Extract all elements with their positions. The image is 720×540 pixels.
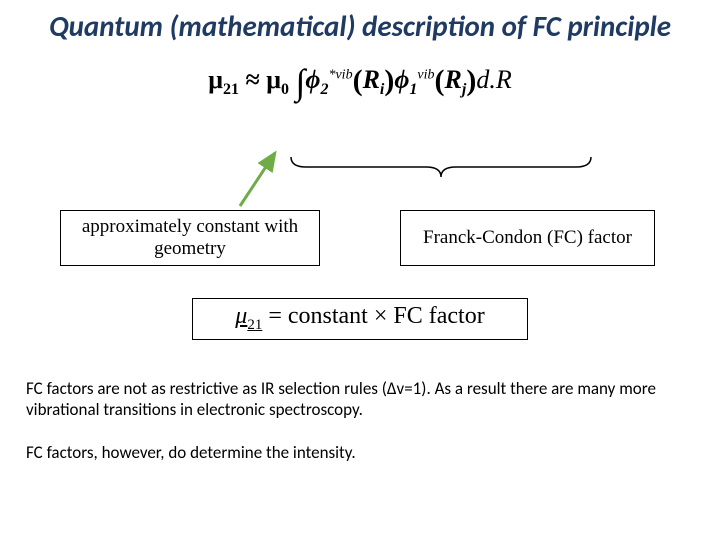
label-box-left: approximately constant with geometry xyxy=(60,210,320,266)
paragraph-1: FC factors are not as restrictive as IR … xyxy=(26,378,696,421)
main-equation: μ21 ≈ μ0 ∫ϕ2*vib(Ri)ϕ1vib(Rj)d.R xyxy=(0,61,720,103)
label-right-text: Franck-Condon (FC) factor xyxy=(423,227,632,249)
paren-close-2: ) xyxy=(466,64,476,97)
paren-open-1: ( xyxy=(353,64,363,97)
slide-title: Quantum (mathematical) description of FC… xyxy=(0,0,720,43)
arrow-green-icon xyxy=(235,148,285,208)
Ri: Ri xyxy=(363,65,385,94)
mu0-symbol: μ0 xyxy=(266,65,289,94)
phi2: ϕ2*vib xyxy=(305,65,352,94)
phi1: ϕ1vib xyxy=(394,65,434,94)
center-eq-text: μ21 = constant × FC factor xyxy=(235,303,484,334)
center-equation-box: μ21 = constant × FC factor xyxy=(192,298,528,340)
integral-symbol: ∫ xyxy=(296,61,306,103)
mu21-symbol: μ21 xyxy=(208,65,239,94)
brace-icon xyxy=(286,152,596,182)
label-box-right: Franck-Condon (FC) factor xyxy=(400,210,655,266)
approx-symbol: ≈ xyxy=(246,65,260,94)
Rj: Rj xyxy=(445,65,467,94)
paragraph-2: FC factors, however, do determine the in… xyxy=(26,442,696,463)
dR: d.R xyxy=(476,65,511,94)
label-left-text: approximately constant with geometry xyxy=(61,216,319,260)
paren-open-2: ( xyxy=(435,64,445,97)
paren-close-1: ) xyxy=(384,64,394,97)
